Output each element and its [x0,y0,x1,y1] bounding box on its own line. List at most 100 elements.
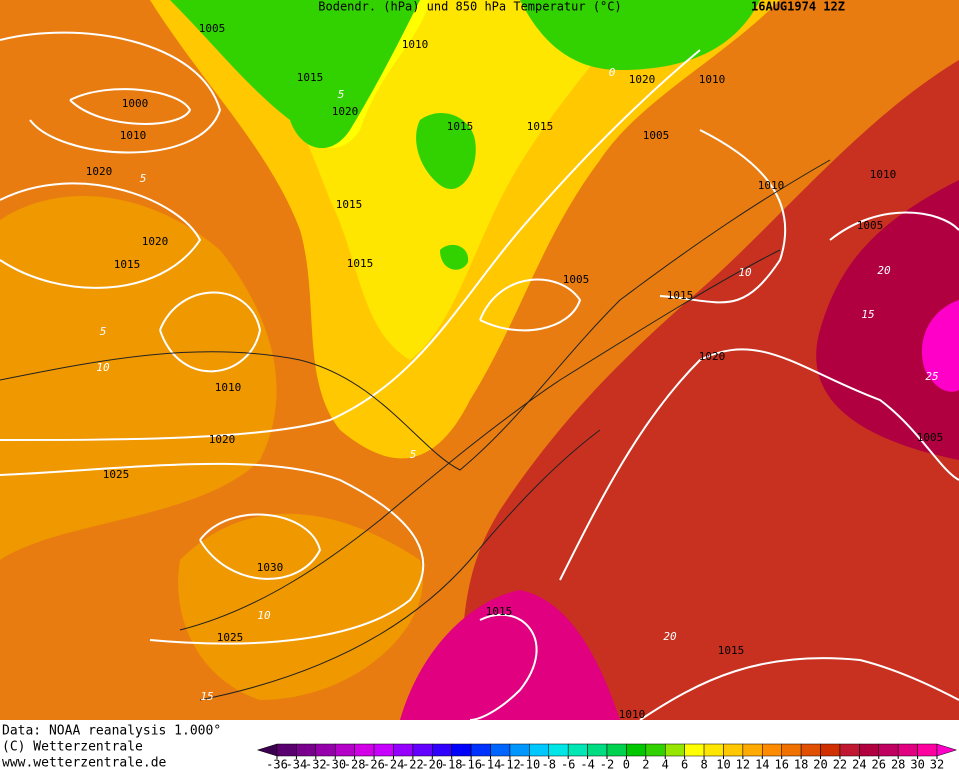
colorbar-tick-label: 2 [642,758,649,770]
isobar-label: 1015 [447,120,474,133]
colorbar-end [256,743,278,757]
very-hot-region [400,590,620,720]
isobar-label: 1030 [257,561,284,574]
colorbar-tick-label: -2 [600,758,614,770]
isobar-label: 1015 [347,257,374,270]
colorbar-tick-label: 28 [891,758,905,770]
footer-text: Data: NOAA reanalysis 1.000° [2,724,221,739]
colorbar-tick-label: 22 [833,758,847,770]
colorbar-swatch [548,743,569,757]
isobar-label: 1010 [699,73,726,86]
frost-region [170,0,420,149]
colorbar-swatch [567,743,588,757]
isobar-label: 1015 [667,289,694,302]
isobar-label: 1005 [857,219,884,232]
colorbar-swatch [296,743,317,757]
colorbar-swatch [742,743,763,757]
temperature-label: 15 [200,690,213,703]
colorbar-swatch [432,743,452,757]
colorbar-tick-label: 30 [910,758,924,770]
colorbar-swatch [626,743,647,757]
colorbar-tick-label: -34 [286,758,308,770]
isotherms [0,159,831,701]
map: 1005 1010 1015 1000 1010 1020 1015 1015 … [0,0,959,721]
colorbar-swatch [470,743,491,757]
colorbar-swatch [762,743,782,757]
colorbar-tick-label: -14 [480,758,502,770]
colorbar-swatch [897,743,918,757]
colorbar-tick-label: 14 [755,758,769,770]
temperature-label: 10 [96,361,110,374]
isobar-label: 1015 [297,71,324,84]
colorbar-tick-label: -30 [324,758,346,770]
colorbar-swatch [664,743,685,757]
colorbar-tick-label: 16 [774,758,788,770]
colorbar-swatch [393,743,414,757]
frost-region [440,244,469,270]
colorbar-swatch [723,743,744,757]
hot-region [460,60,959,720]
colorbar-swatch [373,743,394,757]
isobar-label: 1020 [629,73,656,86]
temperature-label: 20 [877,264,891,277]
frost-region [520,0,760,70]
isobar-label: 1010 [619,708,646,721]
colorbar-tick-label: -18 [441,758,463,770]
colorbar-tick-label: 24 [852,758,866,770]
isobar-label: 1020 [332,105,359,118]
isobar-label: 1005 [199,22,226,35]
colorbar-tick-label: 4 [662,758,669,770]
isobar-label: 1005 [643,129,670,142]
colorbar-swatch [917,743,938,757]
temperature-label: 5 [338,88,345,101]
isobar-label: 1010 [120,129,147,142]
colorbar-tick-label: 20 [813,758,827,770]
frost-region [416,112,476,189]
isobar-label: 1020 [699,350,726,363]
temperature-label: 5 [100,325,107,338]
isobar-label: 1025 [217,631,244,644]
colorbar-tick-label: -22 [402,758,424,770]
temperature-label: 25 [925,370,938,383]
isobar-label: 1015 [336,198,363,211]
colorbar-tick-label: -20 [421,758,443,770]
colorbar-tick-label: -12 [499,758,521,770]
temperature-label: 0 [609,66,616,79]
isobar-label: 1005 [563,273,590,286]
isobar-label: 1020 [209,433,236,446]
footer-text: (C) Wetterzentrale [2,740,143,755]
isobar-labels: 1005 1010 1015 1000 1010 1020 1015 1015 … [86,22,944,721]
colorbar-swatch [315,743,336,757]
colorbar-end [936,743,958,757]
very-hot-region [921,300,959,392]
colorbar-tick-label: -4 [580,758,594,770]
isobar-label: 1010 [402,38,429,51]
colorbar-tick-label: -16 [460,758,482,770]
colorbar-tick-label: 8 [700,758,707,770]
temperature-label: 20 [663,630,677,643]
colorbar-swatch [509,743,530,757]
colorbar-tick-label: 32 [930,758,944,770]
colorbar-swatch [587,743,608,757]
isobar-label: 1015 [527,120,554,133]
colorbar-tick-label: -24 [383,758,405,770]
footer-text: www.wetterzentrale.de [2,756,167,770]
isobar-label: 1020 [142,235,169,248]
isobar-label: 1020 [86,165,113,178]
colorbar-tick-label: 18 [794,758,808,770]
colorbar-tick-label: -10 [519,758,541,770]
colorbar-tick-label: 26 [872,758,886,770]
isobars [0,31,959,721]
colorbar-tick-label: 10 [716,758,730,770]
colorbar-tick-label: -28 [344,758,366,770]
colorbar-tick-label: 0 [623,758,630,770]
colorbar-swatch [820,743,841,757]
temperature-label: 15 [861,308,874,321]
colorbar-swatch [645,743,666,757]
colorbar-swatch [781,743,802,757]
colorbar-tick-label: 12 [736,758,750,770]
colorbar-tick-label: -36 [266,758,288,770]
warm-region [0,196,277,560]
warm-region [178,513,424,700]
isobar-label: 1015 [718,644,745,657]
